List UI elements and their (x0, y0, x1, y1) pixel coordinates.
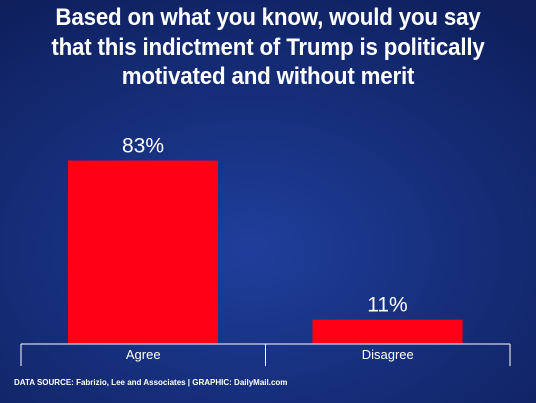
value-label-agree: 83% (122, 135, 164, 158)
bar-disagree (312, 319, 463, 344)
title-line-3: motivated and without merit (121, 63, 415, 90)
data-source-note: DATA SOURCE: Fabrizio, Lee and Associate… (14, 378, 288, 387)
chart-title: Based on what you know, would you say th… (24, 3, 511, 92)
category-label-disagree: Disagree (362, 347, 414, 362)
title-line-1: Based on what you know, would you say (55, 4, 481, 31)
value-label-disagree: 11% (367, 294, 407, 317)
category-label-agree: Agree (126, 347, 161, 362)
bar-agree (68, 160, 218, 344)
title-line-2: that this indictment of Trump is politic… (51, 33, 485, 61)
